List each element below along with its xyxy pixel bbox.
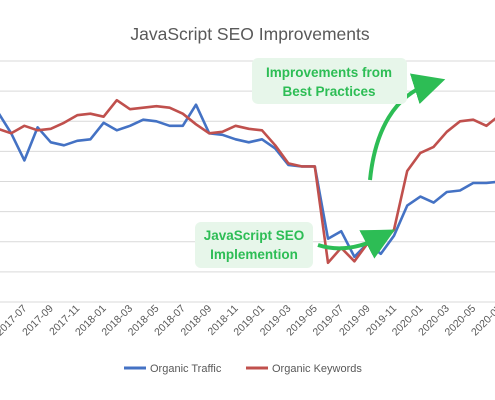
annotation-best-practices-box bbox=[252, 58, 407, 104]
improvements-arrow bbox=[368, 73, 446, 181]
annotation-implementation-line-1: JavaScript SEO bbox=[204, 228, 305, 243]
series-layer bbox=[0, 98, 495, 265]
legend-label-organic-keywords: Organic Keywords bbox=[272, 363, 362, 375]
series-line-organic-traffic bbox=[0, 103, 495, 259]
annotation-best-practices-line-2: Best Practices bbox=[282, 84, 375, 99]
annotation-best-practices-line-1: Improvements from bbox=[266, 65, 392, 80]
annotation-best-practices: Improvements from Best Practices bbox=[252, 58, 407, 104]
annotation-implementation-line-2: Implemention bbox=[210, 247, 298, 262]
x-axis-tick-labels: 2017-072017-092017-112018-012018-032018-… bbox=[0, 303, 495, 339]
annotation-implementation-box bbox=[195, 222, 313, 268]
legend-label-organic-traffic: Organic Traffic bbox=[150, 363, 222, 375]
chart-title: JavaScript SEO Improvements bbox=[130, 24, 369, 44]
legend: Organic Traffic Organic Keywords bbox=[124, 363, 362, 375]
gridlines bbox=[0, 60, 495, 303]
implementation-arrow bbox=[317, 229, 396, 259]
annotation-implementation: JavaScript SEO Implemention bbox=[195, 222, 313, 268]
series-line-organic-keywords bbox=[0, 98, 495, 265]
